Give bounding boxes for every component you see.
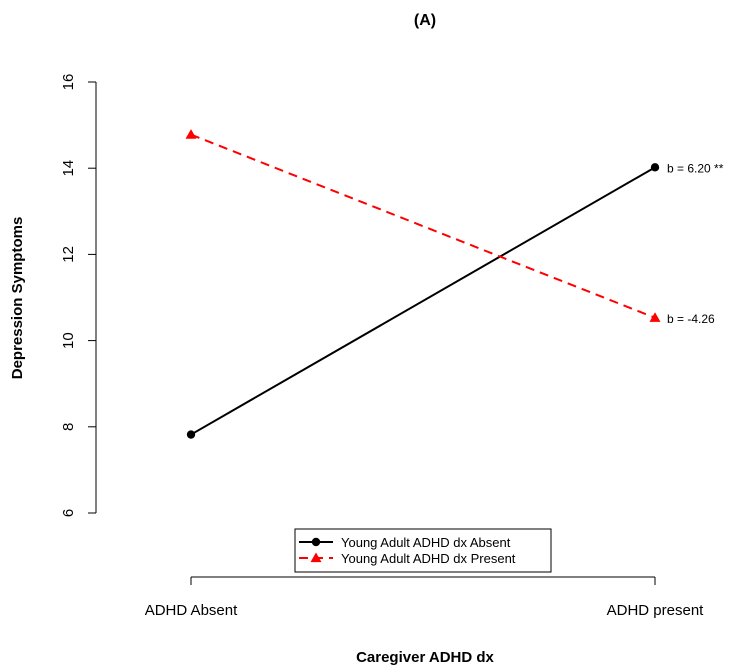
data-point: [650, 163, 660, 172]
legend-box: [294, 528, 552, 573]
y-tick-label: 6: [60, 509, 77, 517]
data-point: [649, 312, 661, 322]
chart-title: (A): [414, 12, 436, 29]
legend-marker: [311, 537, 321, 547]
y-tick-label: 8: [60, 423, 77, 431]
y-tick-label: 12: [60, 246, 77, 263]
series-1: b = 6.20 **: [186, 161, 724, 439]
legend-label: Young Adult ADHD dx Present: [341, 551, 516, 566]
series-line: [190, 166, 656, 436]
series-layer: b = 6.20 ** b = -4.26: [185, 129, 724, 439]
x-tick-label: ADHD Absent: [145, 602, 238, 619]
series-2: b = -4.26: [185, 129, 715, 326]
x-axis-title: Caregiver ADHD dx: [356, 649, 494, 666]
data-point: [186, 430, 196, 439]
slope-annotation: b = 6.20 **: [667, 161, 724, 175]
y-tick-label: 10: [60, 332, 77, 349]
legend-label: Young Adult ADHD dx Absent: [341, 535, 511, 550]
y-axis-title: Depression Symptoms: [9, 217, 26, 380]
y-tick-label: 16: [60, 74, 77, 91]
y-tick-label: 14: [60, 160, 77, 177]
data-point: [185, 129, 197, 139]
legend-marker: [310, 552, 322, 563]
x-tick-label: ADHD present: [607, 602, 705, 619]
slope-annotation: b = -4.26: [667, 312, 715, 326]
axes: 6 8 10 12 14 16 ADHD Absent ADHD present: [60, 74, 704, 619]
series-line: [190, 133, 656, 319]
